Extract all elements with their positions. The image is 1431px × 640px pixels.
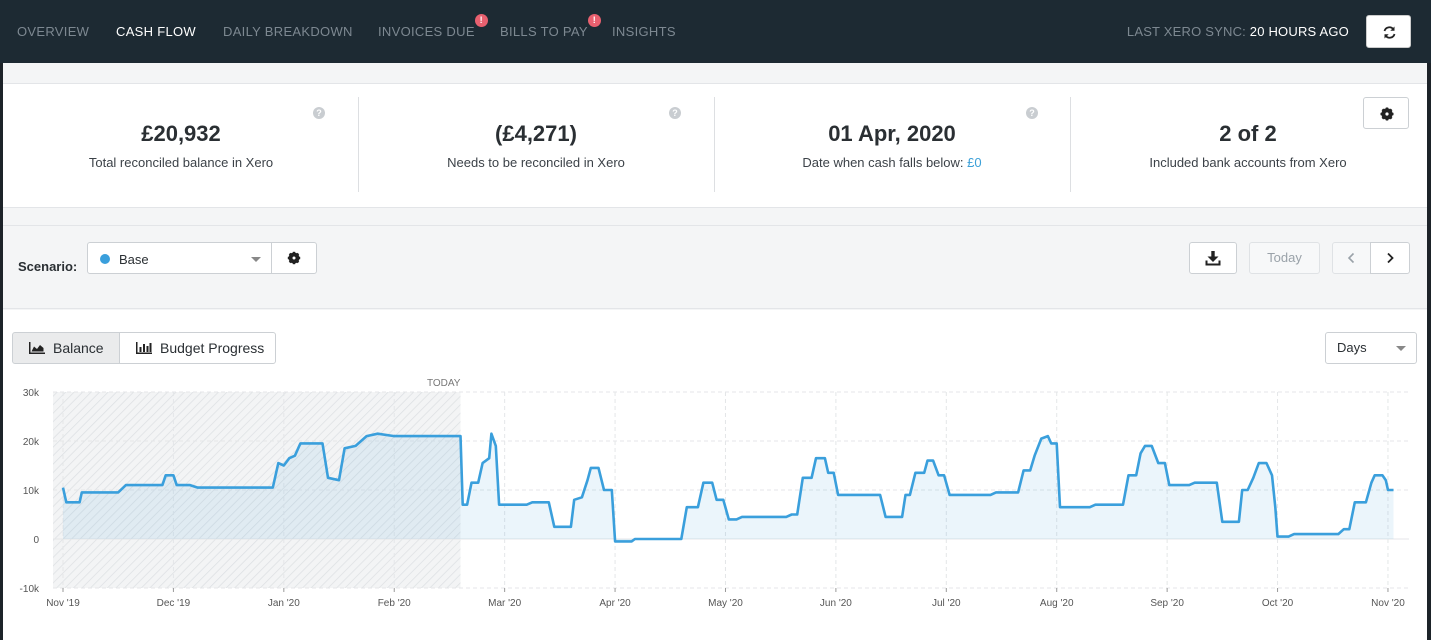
y-tick-label: 30k [23,388,40,399]
tab-label: BILLS TO PAY [500,24,588,39]
tab-label: CASH FLOW [116,24,196,39]
top-nav: OVERVIEW CASH FLOW DAILY BREAKDOWN INVOI… [0,0,1431,63]
area-chart-icon [29,342,45,354]
stat-value: 2 of 2 [1219,121,1277,146]
stat-reconciled-balance: £20,932 Total reconciled balance in Xero… [3,84,359,208]
stat-value: £20,932 [141,121,221,146]
today-label: Today [1267,250,1302,265]
x-tick-label: Oct '20 [1262,598,1294,609]
today-marker-label: TODAY [427,378,461,389]
last-sync-status: LAST XERO SYNC: 20 HOURS AGO [1127,24,1349,39]
x-tick-label: Jun '20 [820,598,852,609]
x-tick-label: Feb '20 [378,598,411,609]
main-content: £20,932 Total reconciled balance in Xero… [3,63,1427,640]
gear-icon [1380,107,1394,121]
alert-badge: ! [587,14,601,27]
x-tick-label: Aug '20 [1040,598,1074,609]
x-tick-label: Dec '19 [157,598,191,609]
x-tick-label: Nov '19 [46,598,80,609]
x-tick-label: Sep '20 [1150,598,1184,609]
scenario-settings-button[interactable] [271,242,317,274]
x-tick-label: Jan '20 [268,598,300,609]
stat-label-text: Date when cash falls below: [802,155,964,170]
y-tick-label: -10k [20,584,40,595]
x-tick-label: May '20 [708,598,743,609]
balance-line [61,432,1394,543]
summary-stats: £20,932 Total reconciled balance in Xero… [3,83,1427,208]
tab-label: OVERVIEW [17,24,90,39]
previous-button[interactable] [1332,242,1371,274]
settings-button[interactable] [1363,97,1409,129]
scenario-color-dot [100,254,110,264]
tab-label: DAILY BREAKDOWN [223,24,353,39]
sync-value: 20 HOURS AGO [1249,24,1349,39]
past-period-region [53,392,461,588]
tab-overview[interactable]: OVERVIEW [17,24,89,39]
chevron-down-icon [1396,346,1406,351]
x-tick-label: Apr '20 [599,598,631,609]
today-button[interactable]: Today [1249,242,1320,274]
alert-badge: ! [474,14,488,27]
tab-label: Balance [53,340,104,356]
sync-label: LAST XERO SYNC: [1126,24,1246,39]
stat-bank-accounts: 2 of 2 Included bank accounts from Xero [1070,84,1426,208]
stat-label: Needs to be reconciled in Xero [447,155,625,170]
stat-cash-below-date: 01 Apr, 2020 Date when cash falls below:… [714,84,1070,208]
tab-insights[interactable]: INSIGHTS [612,24,676,39]
y-tick-label: 20k [23,437,40,448]
scenario-toolbar: Scenario: Base [3,225,1427,309]
chart-panel: Balance Budget Progress Days -10k 0 10k 20k… [3,310,1427,640]
x-tick-label: Nov '20 [1371,598,1405,609]
y-tick-label: 0 [33,535,39,546]
x-tick-label: Jul '20 [932,598,961,609]
stat-label: Total reconciled balance in Xero [88,155,274,170]
stat-value: 01 Apr, 2020 [828,121,956,146]
stat-label: Included bank accounts from Xero [1149,155,1347,170]
stat-label: Date when cash falls below: £0 [714,155,1070,170]
help-icon[interactable]: ? [313,107,325,119]
chevron-left-icon [1347,252,1355,264]
download-icon [1205,251,1221,266]
download-button[interactable] [1189,242,1237,274]
scenario-selected-value: Base [119,252,149,267]
tab-cash-flow[interactable]: CASH FLOW [116,24,196,39]
x-tick-label: Mar '20 [488,598,521,609]
balance-area [63,433,1394,542]
scenario-label: Scenario: [18,259,78,274]
tab-label: Budget Progress [160,340,265,356]
refresh-icon [1383,26,1396,39]
period-selected-value: Days [1337,340,1367,355]
tab-balance[interactable]: Balance [12,332,120,364]
stat-needs-reconcile: (£4,271) Needs to be reconciled in Xero … [358,84,714,208]
tab-invoices-due[interactable]: INVOICES DUE! [378,14,488,39]
tab-bills-to-pay[interactable]: BILLS TO PAY! [500,14,601,39]
chevron-down-icon [251,257,261,262]
help-icon[interactable]: ? [669,107,681,119]
period-select[interactable]: Days [1325,332,1417,364]
y-tick-label: 10k [23,486,40,497]
threshold-link[interactable]: £0 [967,155,982,170]
bar-chart-icon [136,342,152,354]
tab-label: INSIGHTS [612,24,676,39]
tab-budget-progress[interactable]: Budget Progress [119,332,276,364]
tab-daily-breakdown[interactable]: DAILY BREAKDOWN [223,24,353,39]
tab-label: INVOICES DUE [378,24,475,39]
chevron-right-icon [1387,252,1394,264]
stat-value: (£4,271) [495,121,577,146]
next-button[interactable] [1370,242,1410,274]
help-icon[interactable]: ? [1026,107,1038,119]
gear-icon [287,251,301,265]
scenario-select[interactable]: Base [87,242,272,274]
refresh-button[interactable] [1366,15,1411,48]
